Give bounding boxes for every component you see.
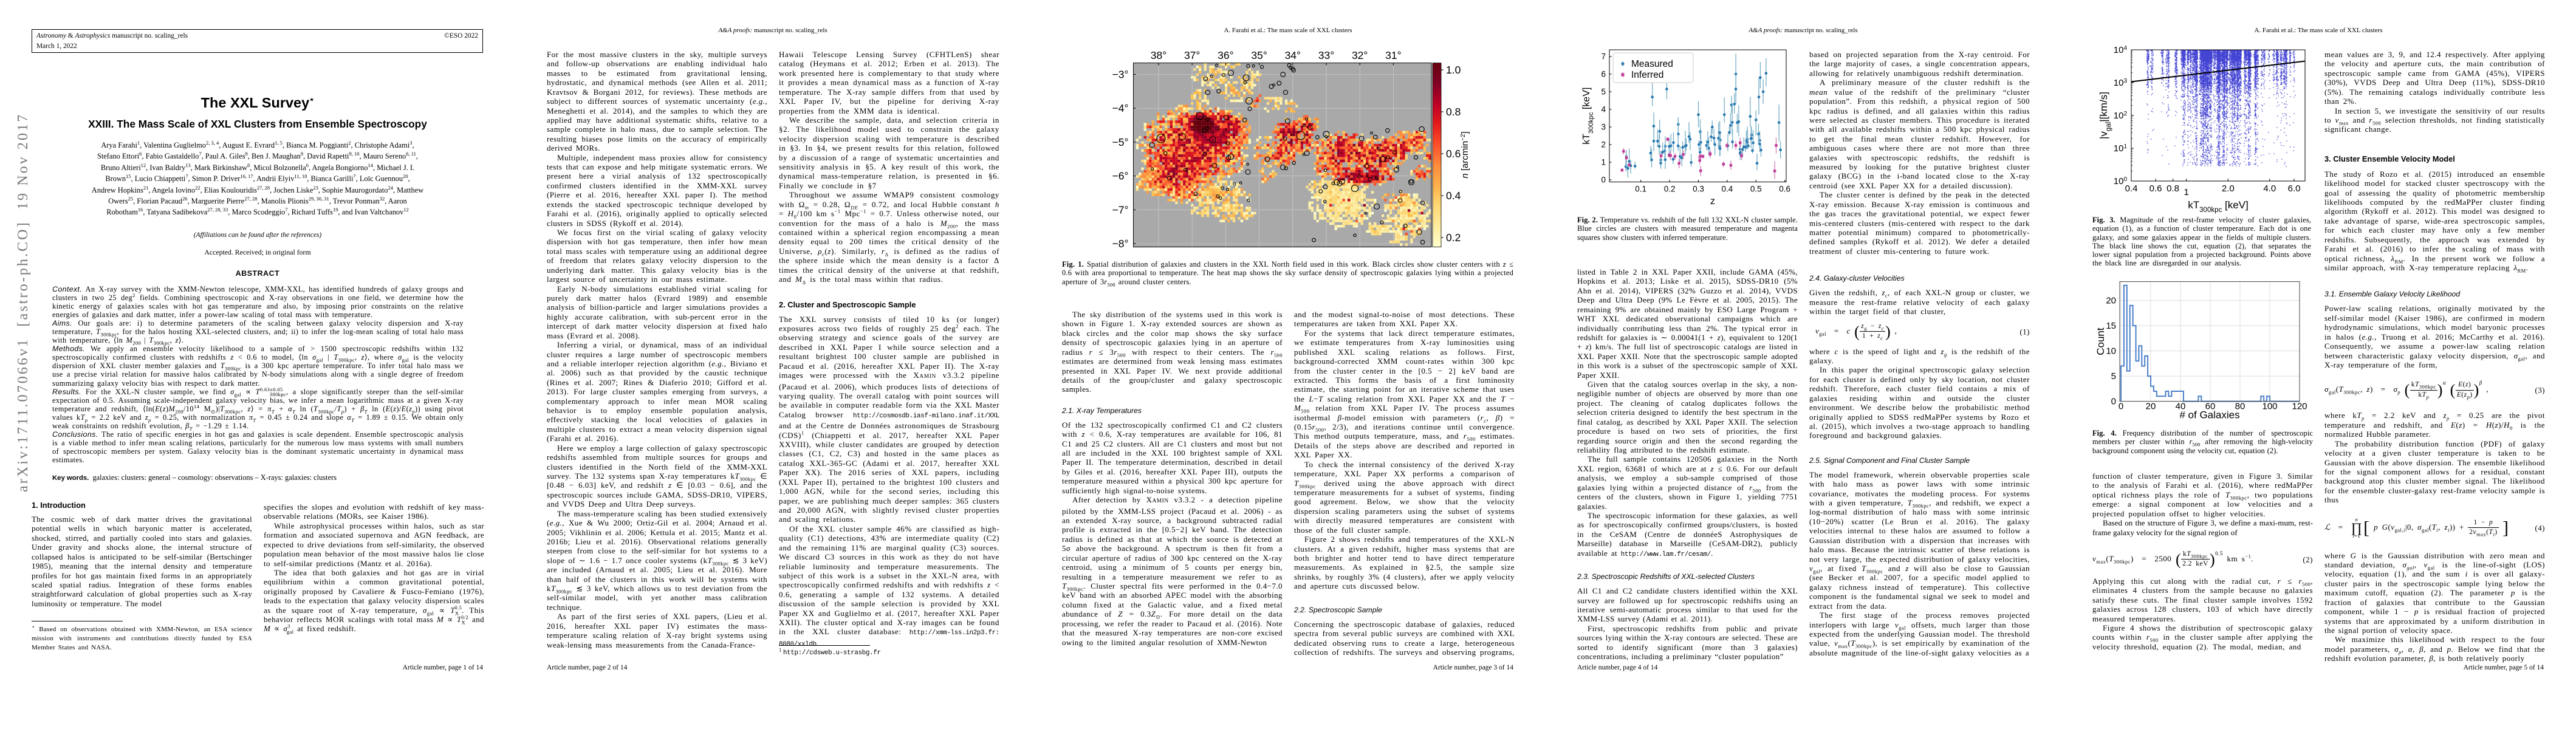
svg-text:0.6: 0.6 xyxy=(1779,185,1790,194)
svg-text:101: 101 xyxy=(2114,143,2128,154)
svg-text:120: 120 xyxy=(2292,402,2307,412)
svg-text:1.0: 1.0 xyxy=(1446,64,1461,76)
svg-text:Measured: Measured xyxy=(1631,59,1673,69)
svg-text:−5°: −5° xyxy=(1112,136,1129,148)
svg-text:1: 1 xyxy=(1601,158,1606,167)
svg-text:31°: 31° xyxy=(1385,49,1401,61)
svg-text:# of Galaxies: # of Galaxies xyxy=(2179,409,2239,421)
svg-text:−4°: −4° xyxy=(1112,102,1129,114)
svg-text:20: 20 xyxy=(2146,402,2156,412)
svg-text:5: 5 xyxy=(1601,87,1606,97)
svg-text:|vgal|[km/s]: |vgal|[km/s] xyxy=(2098,92,2112,139)
svg-text:Inferred: Inferred xyxy=(1631,70,1663,80)
svg-text:2: 2 xyxy=(1601,140,1606,149)
svg-text:0.6: 0.6 xyxy=(2150,183,2162,194)
svg-text:36°: 36° xyxy=(1218,49,1233,61)
svg-text:0.4: 0.4 xyxy=(1722,185,1733,194)
svg-text:10: 10 xyxy=(2106,346,2116,357)
svg-text:100: 100 xyxy=(2262,402,2277,412)
svg-text:20: 20 xyxy=(2106,296,2116,306)
svg-text:7: 7 xyxy=(1601,52,1606,61)
svg-text:60: 60 xyxy=(2205,402,2216,412)
svg-text:0: 0 xyxy=(1601,176,1606,185)
svg-text:−6°: −6° xyxy=(1112,170,1129,182)
svg-text:0.2: 0.2 xyxy=(1664,185,1676,194)
svg-text:0.8: 0.8 xyxy=(1446,106,1461,118)
svg-text:−7°: −7° xyxy=(1112,204,1129,216)
svg-text:0: 0 xyxy=(2111,397,2116,407)
svg-text:102: 102 xyxy=(2114,111,2128,122)
svg-text:32°: 32° xyxy=(1352,49,1368,61)
svg-text:−8°: −8° xyxy=(1112,238,1129,250)
svg-text:35°: 35° xyxy=(1251,49,1267,61)
svg-text:5: 5 xyxy=(2111,371,2116,382)
svg-text:kT300kpc [keV]: kT300kpc [keV] xyxy=(1581,87,1595,145)
svg-text:15: 15 xyxy=(2106,321,2116,331)
svg-text:1: 1 xyxy=(2184,187,2189,197)
svg-text:38°: 38° xyxy=(1151,49,1166,61)
svg-text:37°: 37° xyxy=(1184,49,1200,61)
svg-text:3: 3 xyxy=(1601,123,1606,132)
svg-text:34°: 34° xyxy=(1285,49,1301,61)
svg-text:0.4: 0.4 xyxy=(2125,183,2138,194)
svg-text:0.2: 0.2 xyxy=(1446,231,1461,244)
svg-text:n [arcmin−2]: n [arcmin−2] xyxy=(1460,131,1471,178)
svg-text:0.3: 0.3 xyxy=(1693,185,1704,194)
svg-text:2.0: 2.0 xyxy=(2222,183,2235,194)
svg-text:103: 103 xyxy=(2114,78,2128,89)
svg-text:4.0: 4.0 xyxy=(2263,183,2276,194)
svg-text:0: 0 xyxy=(2119,402,2123,412)
svg-text:0.5: 0.5 xyxy=(1750,185,1762,194)
svg-text:Count: Count xyxy=(2095,327,2106,355)
svg-text:80: 80 xyxy=(2235,402,2245,412)
svg-text:z: z xyxy=(1710,196,1715,207)
svg-text:0.8: 0.8 xyxy=(2167,183,2179,194)
svg-text:−3°: −3° xyxy=(1112,69,1129,81)
svg-text:40: 40 xyxy=(2176,402,2186,412)
svg-text:0.4: 0.4 xyxy=(1446,190,1461,202)
svg-text:kT300kpc [keV]: kT300kpc [keV] xyxy=(2188,199,2248,214)
svg-text:4: 4 xyxy=(1601,105,1606,114)
svg-text:0.6: 0.6 xyxy=(1446,148,1461,160)
svg-text:6.0: 6.0 xyxy=(2288,183,2301,194)
svg-text:33°: 33° xyxy=(1318,49,1334,61)
svg-text:104: 104 xyxy=(2114,45,2128,56)
svg-text:0.1: 0.1 xyxy=(1635,185,1646,194)
svg-text:6: 6 xyxy=(1601,70,1606,79)
